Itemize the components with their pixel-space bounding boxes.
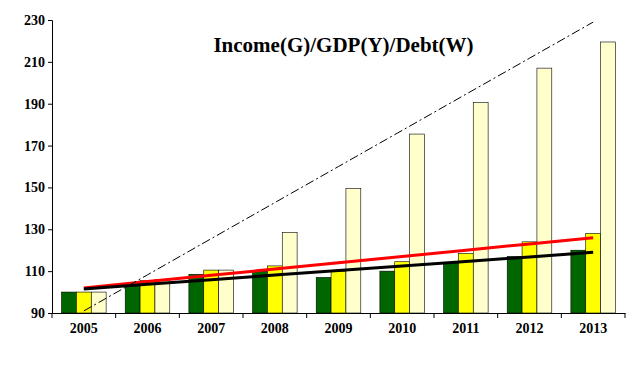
- x-separator: [434, 313, 435, 318]
- y-tick-label: 210: [24, 55, 45, 70]
- x-tick: 2008: [261, 313, 289, 336]
- x-tick: 2005: [70, 313, 98, 336]
- title: Income(G)/GDP(Y)/Debt(W): [213, 33, 473, 57]
- x-separators: [52, 313, 625, 318]
- bar: [380, 271, 395, 313]
- x-tick-label: 2006: [134, 321, 162, 336]
- x-tick: 2013: [579, 313, 607, 336]
- bar: [601, 42, 616, 313]
- bar: [586, 233, 601, 313]
- x-separator: [52, 313, 53, 318]
- bar: [507, 256, 522, 313]
- plot-area: 9011013015017019021023020052006200720082…: [24, 13, 626, 336]
- y-tick: 110: [25, 264, 52, 279]
- bar: [473, 103, 488, 313]
- marks: [62, 22, 616, 313]
- bar: [571, 250, 586, 313]
- bar: [522, 242, 537, 313]
- x-tick-label: 2011: [452, 321, 479, 336]
- x-separator: [625, 313, 626, 318]
- y-axis-line: [48, 21, 53, 314]
- y-tick: 170: [24, 139, 52, 154]
- y-tick-mark: [48, 62, 52, 63]
- y-axis: 90 110 130 150 170 190 210 230: [24, 13, 53, 321]
- y-tick: 90: [31, 306, 52, 321]
- bar: [76, 292, 91, 313]
- trend-line: [84, 238, 593, 288]
- x-separator: [306, 313, 307, 318]
- bar: [267, 266, 282, 313]
- y-tick-label: 110: [25, 264, 45, 279]
- y-tick: 210: [24, 55, 52, 70]
- bar-series: [91, 42, 615, 313]
- y-tick-mark: [48, 187, 52, 188]
- x-separator: [497, 313, 498, 318]
- y-tick-label: 90: [31, 306, 45, 321]
- y-tick-label: 190: [24, 97, 45, 112]
- y-tick: 190: [24, 97, 52, 112]
- x-tick: 2012: [516, 313, 544, 336]
- x-tick: 2007: [197, 313, 225, 336]
- y-tick-mark: [48, 146, 52, 147]
- x-separator: [243, 313, 244, 318]
- bar: [125, 286, 140, 313]
- y-tick-label: 230: [24, 13, 45, 28]
- trend-line: [84, 252, 593, 289]
- y-tick-label: 150: [24, 180, 45, 195]
- y-tick: 130: [24, 222, 52, 237]
- y-tick-mark: [48, 20, 52, 21]
- x-separator: [179, 313, 180, 318]
- bar: [537, 68, 552, 313]
- y-tick-mark: [48, 229, 52, 230]
- x-axis-line: [53, 313, 626, 314]
- y-tick-label: 170: [24, 139, 45, 154]
- x-tick-label: 2008: [261, 321, 289, 336]
- x-tick-label: 2007: [197, 321, 225, 336]
- x-tick: 2010: [388, 313, 416, 336]
- x-axis: 2005 2006 2007 2008 2009 2010 2011 2012 2013: [52, 313, 626, 336]
- trend-line: [84, 22, 593, 311]
- x-tick-label: 2005: [70, 321, 98, 336]
- bar: [346, 188, 361, 313]
- x-tick: 2006: [134, 313, 162, 336]
- x-separator: [561, 313, 562, 318]
- bar: [395, 262, 410, 313]
- x-separator: [115, 313, 116, 318]
- y-tick-mark: [48, 313, 52, 314]
- x-tick: 2009: [325, 313, 353, 336]
- y-tick: 150: [24, 180, 52, 195]
- bar: [219, 270, 234, 313]
- x-tick-label: 2013: [579, 321, 607, 336]
- y-tick-mark: [48, 104, 52, 105]
- bar: [62, 292, 77, 313]
- x-separator: [370, 313, 371, 318]
- y-tick-label: 130: [24, 222, 45, 237]
- chart: 9011013015017019021023020052006200720082…: [0, 0, 639, 370]
- x-tick-label: 2009: [325, 321, 353, 336]
- bar-series: [76, 233, 600, 313]
- bar: [331, 271, 346, 313]
- y-tick-mark: [48, 271, 52, 272]
- bar: [444, 263, 459, 313]
- x-tick-label: 2010: [388, 321, 416, 336]
- y-tick: 230: [24, 13, 52, 28]
- bar: [410, 134, 425, 313]
- bar: [316, 277, 331, 313]
- x-tick-label: 2012: [516, 321, 544, 336]
- x-tick: 2011: [452, 313, 479, 336]
